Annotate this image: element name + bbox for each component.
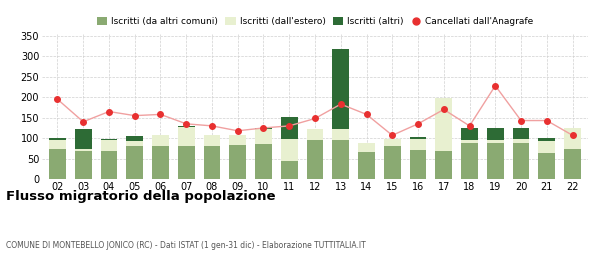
Bar <box>255 129 272 144</box>
Bar <box>461 140 478 143</box>
Bar <box>281 139 298 161</box>
Text: Flusso migratorio della popolazione: Flusso migratorio della popolazione <box>6 190 275 203</box>
Bar <box>101 140 118 151</box>
Point <box>181 122 191 126</box>
Bar <box>384 139 401 146</box>
Point <box>79 120 88 124</box>
Bar <box>127 146 143 179</box>
Bar <box>564 149 581 179</box>
Bar <box>178 127 194 146</box>
Point <box>284 124 294 128</box>
Bar <box>101 139 118 140</box>
Legend: Iscritti (da altri comuni), Iscritti (dall'estero), Iscritti (altri), Cancellati: Iscritti (da altri comuni), Iscritti (da… <box>97 17 533 26</box>
Point <box>155 112 165 117</box>
Bar <box>512 127 529 139</box>
Bar <box>487 143 503 179</box>
Point <box>362 112 371 117</box>
Bar <box>332 129 349 140</box>
Bar <box>410 137 427 139</box>
Bar <box>255 128 272 129</box>
Bar <box>538 138 555 141</box>
Point <box>207 124 217 128</box>
Point <box>490 83 500 88</box>
Bar <box>281 161 298 179</box>
Point <box>568 133 577 137</box>
Point <box>336 102 346 106</box>
Bar <box>203 146 220 179</box>
Bar <box>358 152 375 179</box>
Bar <box>410 139 427 150</box>
Bar <box>461 143 478 179</box>
Bar <box>49 138 66 140</box>
Bar <box>178 126 194 127</box>
Bar <box>332 49 349 129</box>
Bar <box>487 128 503 140</box>
Point <box>104 109 114 114</box>
Point <box>542 118 551 123</box>
Bar <box>358 143 375 152</box>
Bar <box>512 139 529 143</box>
Bar <box>152 146 169 179</box>
Bar <box>564 128 581 149</box>
Point <box>388 133 397 137</box>
Point <box>130 113 140 118</box>
Bar <box>410 150 427 179</box>
Bar <box>75 129 92 149</box>
Bar <box>152 135 169 146</box>
Text: COMUNE DI MONTEBELLO JONICO (RC) - Dati ISTAT (1 gen-31 dic) - Elaborazione TUTT: COMUNE DI MONTEBELLO JONICO (RC) - Dati … <box>6 241 366 250</box>
Point <box>413 122 423 126</box>
Bar <box>101 151 118 179</box>
Point <box>233 129 242 133</box>
Bar <box>229 145 246 179</box>
Point <box>310 116 320 121</box>
Point <box>439 107 449 112</box>
Bar <box>178 146 194 179</box>
Bar <box>203 135 220 146</box>
Bar <box>538 153 555 179</box>
Bar <box>332 140 349 179</box>
Bar <box>255 144 272 179</box>
Bar <box>436 151 452 179</box>
Bar <box>127 141 143 146</box>
Point <box>516 118 526 123</box>
Bar <box>127 136 143 141</box>
Bar <box>229 135 246 145</box>
Bar <box>384 146 401 179</box>
Point <box>259 126 268 130</box>
Bar <box>49 149 66 179</box>
Bar <box>307 129 323 140</box>
Bar <box>436 98 452 151</box>
Bar <box>307 140 323 179</box>
Bar <box>75 149 92 151</box>
Bar <box>49 140 66 149</box>
Bar <box>538 141 555 153</box>
Bar <box>512 143 529 179</box>
Bar <box>487 140 503 143</box>
Bar <box>461 128 478 140</box>
Point <box>465 124 475 128</box>
Bar <box>281 117 298 139</box>
Point <box>53 97 62 101</box>
Bar <box>75 151 92 179</box>
